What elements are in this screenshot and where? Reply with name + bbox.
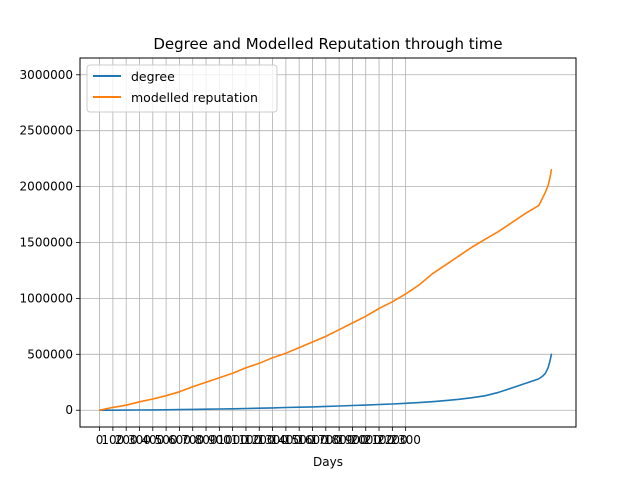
y-tick-label: 2500000	[20, 124, 73, 138]
y-tick-label: 3000000	[20, 68, 73, 82]
x-tick-label: 1500	[284, 433, 315, 447]
x-tick-label: 600	[168, 433, 191, 447]
x-tick-label: 2100	[364, 433, 395, 447]
y-tick-label: 1000000	[20, 291, 73, 305]
x-tick-label: 900	[208, 433, 231, 447]
x-tick-label: 1300	[257, 433, 288, 447]
legend-label-modelled-reputation: modelled reputation	[131, 90, 258, 105]
y-axis-ticks: 0 500000 1000000 1500000 2000000 2500000 30000…	[20, 68, 80, 417]
series-line-modelled-reputation	[98, 169, 553, 412]
x-tick-label: 700	[181, 433, 204, 447]
y-tick-label: 500000	[27, 347, 73, 361]
x-axis-ticks: 0100200300400500600700800900100011001200…	[96, 427, 421, 447]
legend-box	[86, 64, 278, 113]
x-tick-label: 1400	[271, 433, 302, 447]
x-tick-label: 1900	[337, 433, 368, 447]
x-tick-label: 2000	[350, 433, 381, 447]
x-tick-label: 400	[141, 433, 164, 447]
x-tick-label: 800	[195, 433, 218, 447]
x-tick-label: 100	[101, 433, 124, 447]
grid	[80, 58, 576, 427]
x-tick-label: 2200	[377, 433, 408, 447]
x-tick-label: 1200	[244, 433, 275, 447]
x-tick-label: 1000	[217, 433, 248, 447]
x-axis-label: Days	[313, 455, 343, 469]
x-tick-label: 1600	[297, 433, 328, 447]
legend-label-degree: degree	[131, 69, 175, 84]
series-line-degree	[98, 353, 553, 412]
x-tick-label: 1800	[324, 433, 355, 447]
x-tick-label: 1100	[231, 433, 262, 447]
x-tick-label: 200	[115, 433, 138, 447]
series-layer	[98, 169, 553, 412]
x-tick-label: 500	[155, 433, 178, 447]
x-tick-label: 1700	[311, 433, 342, 447]
legend: degree modelled reputation	[86, 64, 278, 113]
x-tick-label: 0	[96, 433, 104, 447]
x-tick-label: 2300	[390, 433, 421, 447]
y-tick-label: 0	[65, 403, 73, 417]
y-tick-label: 1500000	[20, 236, 73, 250]
chart-title: Degree and Modelled Reputation through t…	[153, 35, 502, 53]
y-tick-label: 2000000	[20, 180, 73, 194]
x-tick-label: 300	[128, 433, 151, 447]
